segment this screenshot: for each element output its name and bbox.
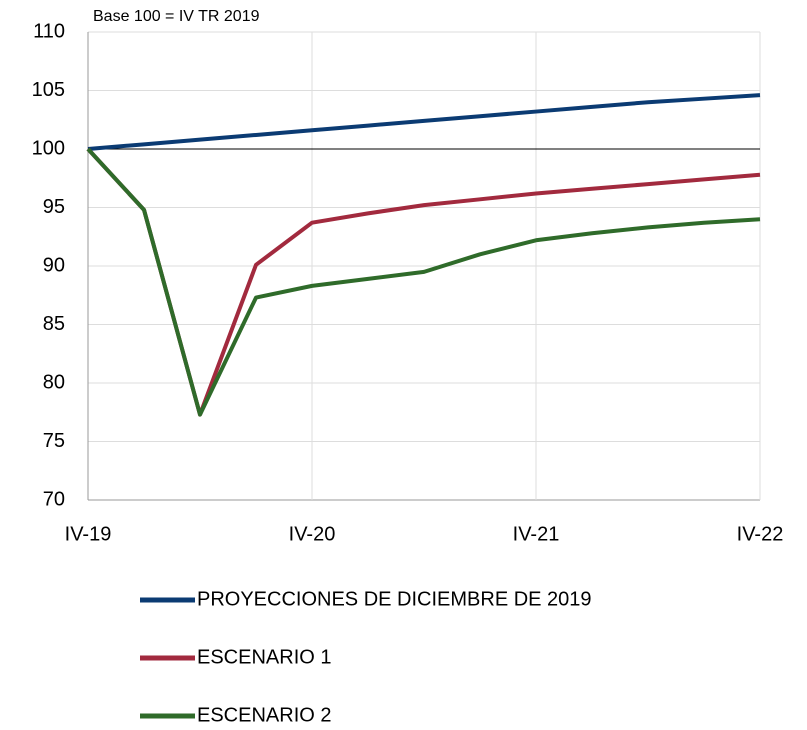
legend-label: PROYECCIONES DE DICIEMBRE DE 2019 <box>197 588 592 610</box>
y-tick-label: 70 <box>43 488 65 510</box>
legend-label: ESCENARIO 1 <box>197 646 331 668</box>
y-tick-label: 110 <box>33 20 65 42</box>
line-series <box>87 93 761 151</box>
y-tick-label: 90 <box>43 254 65 276</box>
y-tick-label: 95 <box>43 196 65 218</box>
x-tick-label: IV-20 <box>289 523 336 545</box>
y-tick-label: 85 <box>43 313 65 335</box>
y-tick-label: 105 <box>32 79 65 101</box>
x-tick-label: IV-21 <box>513 523 560 545</box>
y-tick-label: 80 <box>43 371 65 393</box>
y-tick-label: 100 <box>32 137 65 159</box>
y-tick-label: 75 <box>43 430 65 452</box>
annotation: Base 100 = IV TR 2019 <box>93 8 260 25</box>
x-tick-label: IV-22 <box>737 523 784 545</box>
line-series <box>86 147 761 417</box>
legend-label: ESCENARIO 2 <box>197 704 331 725</box>
x-tick-label: IV-19 <box>65 523 112 545</box>
